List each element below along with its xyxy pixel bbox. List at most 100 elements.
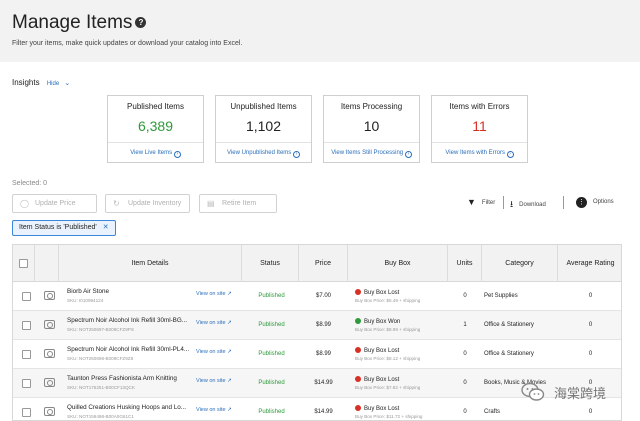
item-status: Published — [258, 409, 285, 415]
card-items-with-errors: Items with Errors 11 View Items with Err… — [431, 95, 528, 163]
update-price-button[interactable]: ◯ Update Price — [12, 194, 97, 213]
insights-header: Insights Hide ⌄ — [12, 78, 70, 87]
error-icon — [355, 347, 361, 353]
table-row: Quilled Creations Husking Hoops and Lo..… — [13, 398, 621, 420]
card-published-items: Published Items 6,389 View Live Items › — [107, 95, 204, 163]
view-on-site-link[interactable]: View on site ↗ — [196, 349, 232, 355]
camera-icon — [44, 349, 55, 358]
refresh-icon: ↻ — [113, 199, 120, 208]
camera-icon — [44, 407, 55, 416]
buy-box-price: Buy Box Price: $5.49 + shipping — [355, 298, 421, 303]
buy-box-price: Buy Box Price: $8.99 + shipping — [355, 327, 421, 332]
external-link-icon: ↗ — [227, 320, 232, 326]
column-header[interactable]: Item Details — [59, 245, 242, 282]
item-sku: SKU: NOT250698-B009CFZ9Z8 — [67, 356, 134, 361]
view-items-with-errors-link[interactable]: View Items with Errors › — [432, 142, 527, 162]
column-header[interactable]: Average Rating — [566, 260, 615, 267]
column-header[interactable]: Category — [482, 245, 558, 282]
card-label: Items Processing — [340, 102, 403, 111]
buy-box-price: Buy Box Price: $11.72 + shipping — [355, 414, 423, 419]
item-price: $14.99 — [314, 380, 333, 386]
column-header[interactable]: Buy Box — [348, 245, 448, 282]
arrow-right-icon: › — [506, 151, 514, 158]
item-category: Books, Music & Movies — [484, 380, 547, 386]
item-price: $8.99 — [315, 322, 331, 328]
select-all-checkbox[interactable] — [19, 259, 28, 268]
card-unpublished-items: Unpublished Items 1,102 View Unpublished… — [215, 95, 312, 163]
buy-box: Buy Box Won Buy Box Price: $8.99 + shipp… — [355, 318, 421, 332]
insights-hide-toggle[interactable]: Hide — [46, 81, 60, 87]
column-header[interactable]: Status — [242, 245, 299, 282]
item-category: Office & Stationery — [484, 351, 534, 357]
arrow-right-icon: › — [404, 151, 412, 158]
item-sku: SKU: NOT175251-B00CF13QCK — [67, 385, 135, 390]
card-label: Published Items — [127, 102, 184, 111]
toolbar-divider — [503, 196, 504, 209]
row-checkbox[interactable] — [22, 379, 31, 388]
filter-button[interactable]: ▼ Filter — [467, 197, 496, 207]
filter-chip[interactable]: Item Status is 'Published' ✕ — [12, 220, 116, 236]
table-row: Spectrum Noir Alcohol Ink Refill 30ml-BG… — [13, 311, 621, 340]
item-category: Crafts — [484, 409, 501, 415]
close-icon[interactable]: ✕ — [102, 224, 109, 231]
view-on-site-link[interactable]: View on site ↗ — [196, 378, 232, 384]
page-title: Manage Items? — [12, 12, 147, 34]
row-checkbox[interactable] — [22, 321, 31, 330]
view-live-items-link[interactable]: View Live Items › — [108, 142, 203, 162]
camera-icon — [44, 291, 55, 300]
item-status: Published — [258, 351, 285, 357]
row-checkbox[interactable] — [22, 292, 31, 301]
table-row: Taunton Press Fashionista Arm Knitting S… — [13, 369, 621, 398]
column-header[interactable]: Price — [299, 245, 348, 282]
selected-count: Selected: 0 — [12, 180, 48, 187]
item-name[interactable]: Biorb Air Stone — [67, 288, 110, 295]
more-vertical-icon: ⋮ — [576, 197, 587, 208]
item-units: 0 — [463, 409, 467, 415]
filter-icon: ▼ — [467, 197, 476, 207]
item-status: Published — [258, 293, 285, 299]
item-sku: SKU: I010994124 — [67, 298, 104, 303]
download-button[interactable]: ⭳ Download — [510, 199, 546, 209]
view-unpublished-items-link[interactable]: View Unpublished Items › — [216, 142, 311, 162]
item-category: Office & Stationery — [484, 322, 534, 328]
external-link-icon: ↗ — [227, 349, 232, 355]
item-sku: SKU: NOT159498-B00A0G61C1 — [67, 414, 134, 419]
row-checkbox[interactable] — [22, 350, 31, 359]
update-inventory-button[interactable]: ↻ Update Inventory — [105, 194, 190, 213]
item-rating: 0 — [588, 322, 593, 328]
card-value: 11 — [472, 118, 487, 134]
item-category: Pet Supplies — [484, 293, 518, 299]
buy-box: Buy Box Lost Buy Box Price: $7.82 + ship… — [355, 376, 421, 390]
chevron-down-icon[interactable]: ⌄ — [64, 80, 71, 87]
column-header[interactable]: Units — [448, 245, 482, 282]
external-link-icon: ↗ — [227, 291, 232, 297]
watermark-text: 海棠跨境 — [554, 386, 607, 401]
item-name[interactable]: Quilled Creations Husking Hoops and Lo..… — [67, 404, 187, 411]
items-table: Item Details Status Price Buy Box Units … — [12, 244, 622, 421]
item-name[interactable]: Spectrum Noir Alcohol Ink Refill 30ml-BG… — [67, 317, 188, 324]
view-items-processing-link[interactable]: View Items Still Processing › — [324, 142, 419, 162]
item-sku: SKU: NOT250697-B009CFZ9PS — [67, 327, 134, 332]
card-value: 1,102 — [245, 118, 282, 134]
table-row: Spectrum Noir Alcohol Ink Refill 30ml-PL… — [13, 340, 621, 369]
item-name[interactable]: Spectrum Noir Alcohol Ink Refill 30ml-PL… — [67, 346, 190, 353]
camera-icon — [44, 378, 55, 387]
item-units: 0 — [463, 293, 467, 299]
options-button[interactable]: ⋮ Options — [576, 197, 614, 208]
toolbar-divider — [563, 196, 564, 209]
image-column — [35, 245, 59, 282]
retire-item-button[interactable]: ▤ Retire Item — [199, 194, 277, 213]
view-on-site-link[interactable]: View on site ↗ — [196, 320, 232, 326]
select-all-column — [13, 245, 35, 282]
view-on-site-link[interactable]: View on site ↗ — [196, 291, 232, 297]
help-icon[interactable]: ? — [135, 17, 147, 28]
row-checkbox[interactable] — [22, 408, 31, 417]
item-rating: 0 — [588, 293, 593, 299]
item-name[interactable]: Taunton Press Fashionista Arm Knitting — [67, 375, 177, 382]
error-icon — [355, 376, 361, 382]
insights-label: Insights — [12, 78, 40, 87]
card-value: 10 — [363, 118, 380, 134]
item-rating: 0 — [588, 380, 593, 386]
page-header: Manage Items? Filter your items, make qu… — [0, 0, 640, 62]
view-on-site-link[interactable]: View on site ↗ — [196, 407, 232, 413]
